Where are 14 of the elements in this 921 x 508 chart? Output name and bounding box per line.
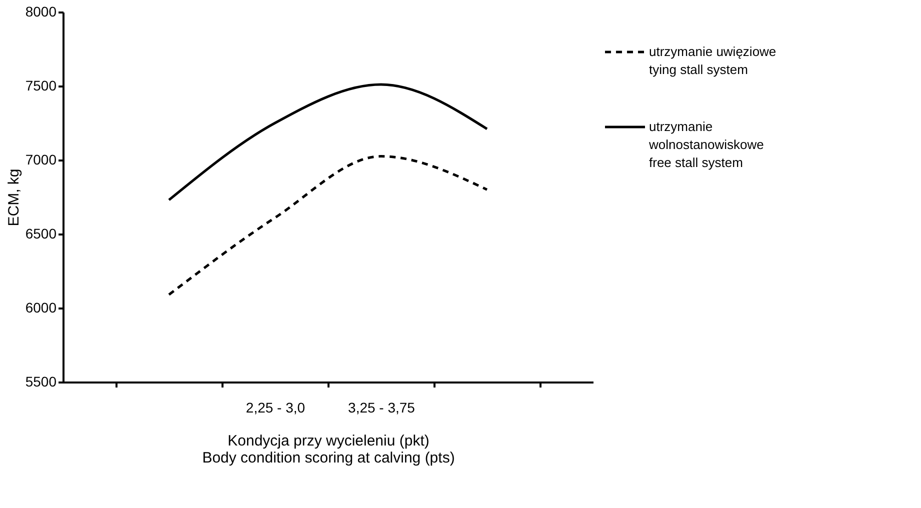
y-tick-label: 6500 — [25, 226, 57, 242]
y-tick-label: 7000 — [25, 152, 57, 168]
y-tick-label: 6000 — [25, 300, 57, 316]
line-series — [168, 155, 488, 296]
x-axis-title: Kondycja przy wycieleniu (pkt) Body condition scoring at calving (pts) — [202, 432, 455, 466]
y-tick-label: 8000 — [25, 4, 57, 20]
x-tick-label: 2,25 - 3,0 — [246, 400, 306, 416]
y-axis-title: ECM, kg — [5, 168, 22, 226]
x-tick-label: 3,25 - 3,75 — [348, 400, 416, 416]
y-tick-label: 5500 — [25, 374, 57, 390]
line-series — [168, 83, 488, 202]
legend-label: utrzymanie wolnostanowiskowe free stall system — [648, 119, 764, 170]
y-tick-label: 7500 — [25, 78, 57, 94]
legend-label: utrzymanie uwięziowe tying stall system — [649, 44, 776, 77]
